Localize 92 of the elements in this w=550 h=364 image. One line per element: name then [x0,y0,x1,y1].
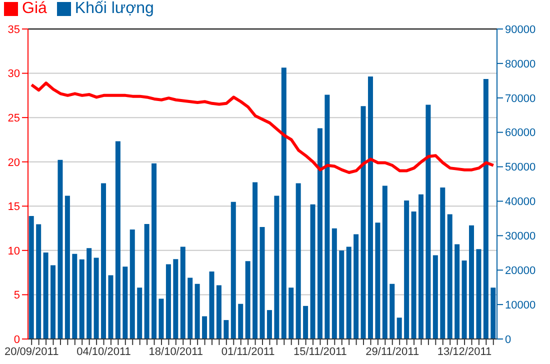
bar [404,200,410,339]
bar [324,94,330,339]
bar [108,275,114,339]
x-tick-label: 13/12/2011 [437,346,492,358]
bar [418,194,424,339]
bar [158,298,164,339]
x-tick-label: 29/11/2011 [366,346,420,358]
y2-tick-label: 20000 [505,265,536,278]
bar [462,260,467,339]
bar [173,259,178,339]
y-tick-label: 25 [8,112,20,124]
bar [354,234,359,339]
y2-tick-label: 0 [505,334,512,346]
bar [166,264,171,339]
y-tick-label: 30 [8,68,20,80]
y2-tick-label: 50000 [505,162,536,174]
bar [274,196,280,339]
bar [209,271,214,339]
bar [317,128,322,339]
bar [101,183,106,339]
y2-tick-label: 70000 [505,92,536,105]
y2-tick-label: 90000 [505,24,536,36]
line-series [30,82,495,174]
bar [476,249,482,339]
bar [86,248,92,339]
bar [252,182,258,339]
bar [440,187,446,339]
bar [296,183,301,339]
x-tick-label: 15/11/2011 [294,346,347,358]
y-tick-label: 0 [14,334,20,346]
bar [230,202,236,339]
legend-label: Giá [22,0,47,17]
y-tick-label: 15 [8,201,20,214]
x-tick-label: 04/10/2011 [76,346,131,358]
bar [483,78,488,339]
bar [58,160,63,339]
bar [43,252,48,339]
y2-tick-label: 80000 [505,58,536,70]
bar [79,259,84,339]
bar [137,288,142,339]
y2-tick-label: 30000 [505,230,536,243]
bar [64,196,70,339]
bar [310,204,316,339]
bar [368,76,373,339]
bar [266,310,272,339]
bar [260,227,265,339]
bar [339,250,344,339]
bar [94,258,99,339]
bar [382,186,388,339]
bar [432,255,438,339]
bar [411,212,416,339]
bar [396,318,402,339]
bar [216,285,222,339]
bar [303,306,308,339]
bar [194,284,200,339]
bar [122,266,128,339]
bar [288,288,294,339]
bar [115,141,120,339]
bar [390,284,395,339]
bar [144,224,150,339]
bar [281,68,286,339]
x-tick-label: 01/11/2011 [221,346,275,358]
bar [50,265,56,339]
legend-label: Khối lượng [74,0,154,17]
bar [238,304,244,339]
bar [332,228,337,339]
bar [245,261,250,339]
bar [447,214,452,339]
bar [152,163,157,339]
bar [130,229,135,339]
bar [224,320,229,339]
y-tick-label: 10 [8,245,20,258]
bar [202,316,208,339]
bar [36,224,42,339]
bar [426,104,431,339]
bar [72,254,78,339]
bar [454,244,460,339]
bar [28,216,34,339]
y2-tick-label: 10000 [505,299,536,312]
x-tick-label: 18/10/2011 [148,346,204,358]
y-tick-label: 5 [14,290,20,302]
bar [469,225,474,339]
y2-tick-label: 60000 [505,127,536,140]
y-tick-label: 35 [8,24,20,36]
bar [180,246,186,339]
bar [346,246,352,339]
bar [360,106,366,339]
y-tick-label: 20 [8,156,20,169]
x-tick-label: 20/09/2011 [4,346,59,358]
bar [375,222,380,339]
bar [188,278,193,339]
y2-tick-label: 40000 [505,196,536,208]
